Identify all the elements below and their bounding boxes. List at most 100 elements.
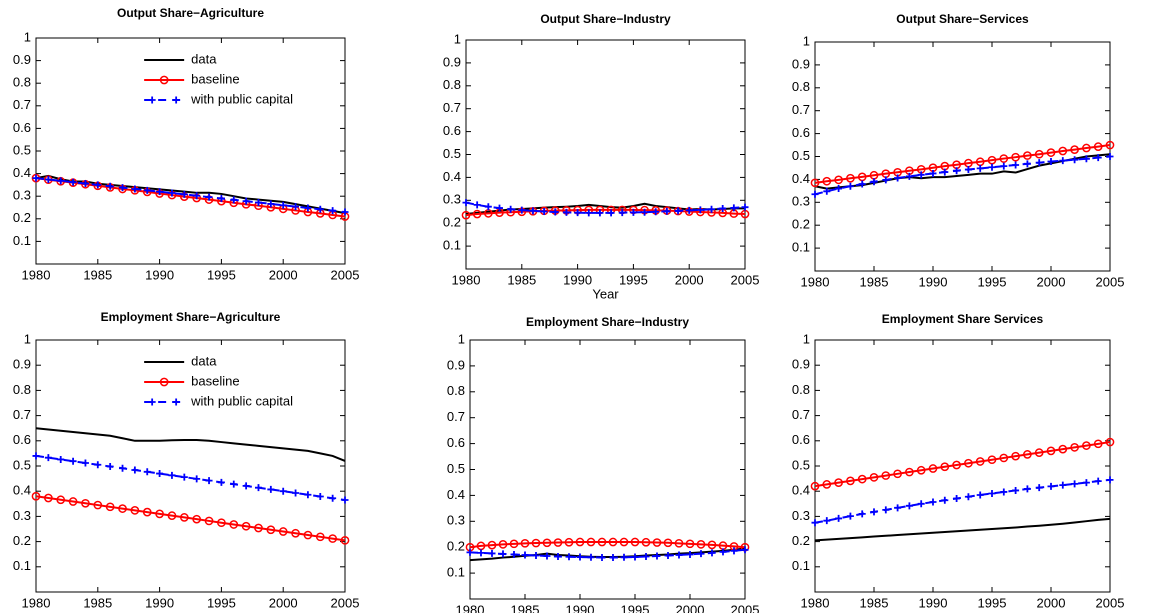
marker xyxy=(81,459,89,467)
axes-box xyxy=(814,41,1111,272)
series-line xyxy=(35,427,346,462)
y-tick-label: 0.9 xyxy=(13,52,31,67)
marker xyxy=(230,480,238,488)
y-tick-label: 0.6 xyxy=(447,435,465,450)
series-line xyxy=(469,547,746,562)
marker xyxy=(835,514,843,522)
y-tick-label: 0.4 xyxy=(443,169,461,184)
y-tick-label: 0.1 xyxy=(447,565,465,580)
marker xyxy=(1023,485,1031,493)
y-tick-label: 0.8 xyxy=(792,382,810,397)
marker xyxy=(521,551,529,559)
marker xyxy=(953,495,961,503)
marker xyxy=(69,457,77,465)
legend-marker xyxy=(172,96,180,104)
marker xyxy=(565,553,573,561)
marker xyxy=(462,199,470,207)
marker xyxy=(707,540,717,550)
marker xyxy=(106,463,114,471)
marker xyxy=(31,491,41,501)
marker xyxy=(340,535,350,545)
x-tick-label: 1985 xyxy=(83,267,112,282)
legend-label: data xyxy=(191,353,217,368)
marker xyxy=(341,496,349,504)
marker xyxy=(834,478,843,487)
marker xyxy=(663,538,673,548)
marker xyxy=(823,187,831,195)
marker xyxy=(846,182,854,190)
chart-title: Employment Share−Industry xyxy=(526,315,689,329)
x-tick-label: 1990 xyxy=(566,602,595,613)
marker xyxy=(999,453,1009,463)
marker xyxy=(641,537,651,547)
marker xyxy=(598,554,606,562)
y-tick-label: 1 xyxy=(454,31,461,46)
x-tick-label: 1990 xyxy=(145,595,174,610)
marker xyxy=(32,174,40,182)
y-tick-label: 0.3 xyxy=(792,194,810,209)
marker xyxy=(1058,146,1068,156)
marker xyxy=(1070,145,1079,154)
marker xyxy=(953,167,961,175)
x-tick-label: 1980 xyxy=(22,595,51,610)
marker xyxy=(518,206,526,214)
y-tick-label: 0.5 xyxy=(13,457,31,472)
marker xyxy=(1058,444,1068,454)
marker xyxy=(531,538,541,548)
marker xyxy=(870,178,878,186)
marker xyxy=(179,513,189,522)
x-tick-label: 2005 xyxy=(1096,595,1125,610)
marker xyxy=(57,177,65,185)
marker xyxy=(267,200,275,208)
series-line xyxy=(465,208,746,217)
marker xyxy=(1035,484,1043,492)
marker xyxy=(473,201,481,209)
y-tick-label: 0.4 xyxy=(13,165,31,180)
series-line xyxy=(35,495,346,542)
marker xyxy=(1046,446,1056,456)
marker xyxy=(964,493,972,501)
axes-box xyxy=(465,39,746,270)
marker xyxy=(999,154,1009,163)
marker xyxy=(917,500,925,508)
x-tick-label: 1995 xyxy=(621,602,650,613)
marker xyxy=(988,163,996,171)
marker xyxy=(652,208,660,216)
series-line xyxy=(469,541,746,549)
marker xyxy=(928,464,938,473)
marker xyxy=(156,188,164,196)
y-tick-label: 0.5 xyxy=(13,142,31,157)
y-tick-label: 0.7 xyxy=(443,100,461,115)
marker xyxy=(929,498,937,506)
marker xyxy=(1105,437,1115,447)
marker xyxy=(131,185,139,193)
marker xyxy=(1082,479,1090,487)
marker xyxy=(180,473,188,481)
marker xyxy=(576,553,584,561)
marker xyxy=(975,457,985,466)
marker xyxy=(81,498,90,508)
marker xyxy=(629,208,637,216)
marker xyxy=(57,455,65,463)
legend-marker xyxy=(172,398,180,406)
marker xyxy=(142,507,152,517)
marker xyxy=(316,205,324,213)
marker xyxy=(564,537,574,547)
marker xyxy=(328,534,337,543)
y-tick-label: 0.9 xyxy=(447,357,465,372)
marker xyxy=(167,511,177,520)
marker xyxy=(846,476,855,486)
marker xyxy=(905,467,914,477)
y-tick-label: 0.8 xyxy=(447,383,465,398)
marker xyxy=(69,178,77,186)
legend-label: data xyxy=(191,51,217,66)
marker xyxy=(498,540,508,549)
marker xyxy=(242,482,250,490)
marker xyxy=(1094,154,1102,162)
marker xyxy=(292,489,300,497)
marker xyxy=(1094,477,1102,485)
y-tick-label: 0.5 xyxy=(447,461,465,476)
marker xyxy=(596,209,604,217)
marker xyxy=(741,203,749,211)
marker xyxy=(554,553,562,561)
